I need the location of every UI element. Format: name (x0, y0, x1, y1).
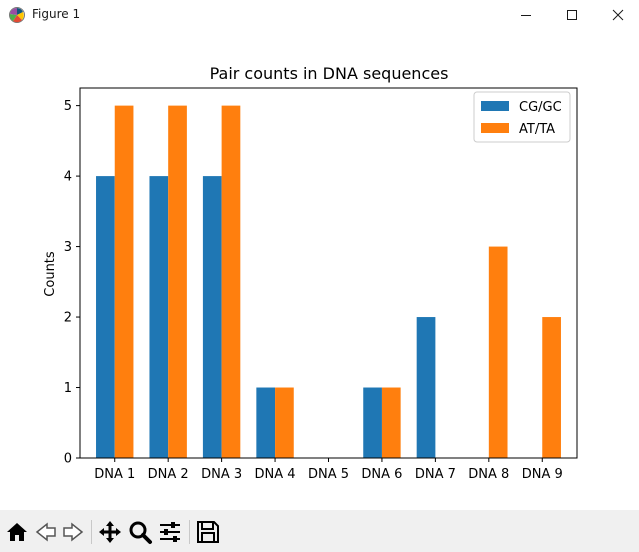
x-tick-label: DNA 5 (308, 467, 349, 482)
bar-at-ta-2 (168, 105, 187, 459)
home-icon[interactable] (4, 519, 30, 545)
x-tick-label: DNA 6 (361, 467, 402, 482)
toolbar-separator (189, 520, 190, 544)
x-tick-label: DNA 1 (94, 467, 135, 482)
minimize-button[interactable] (503, 0, 549, 30)
bars-group (96, 105, 561, 459)
close-button[interactable] (595, 0, 639, 30)
forward-icon[interactable] (60, 519, 86, 545)
bar-chart: Pair counts in DNA sequences Counts DNA … (43, 64, 578, 482)
y-tick-label: 5 (64, 99, 72, 114)
bar-cg-gc-4 (256, 387, 276, 458)
bar-at-ta-3 (221, 105, 241, 459)
axes-group: DNA 1 DNA 2 DNA 3 DNA 4 DNA 5 DNA 6 DNA 7 DNA 8… (64, 87, 578, 482)
y-axis-label: Counts (43, 251, 58, 297)
back-icon[interactable] (33, 519, 59, 545)
axes-frame (79, 87, 578, 459)
x-tick-label: DNA 8 (468, 467, 509, 482)
matplotlib-logo-icon (9, 7, 25, 23)
bar-at-ta-1 (114, 105, 134, 459)
maximize-icon (567, 10, 577, 20)
bar-cg-gc-2 (149, 176, 169, 458)
navigation-toolbar (0, 510, 639, 552)
toolbar-separator (91, 520, 92, 544)
minimize-icon (521, 15, 531, 16)
y-tick-label: 0 (64, 452, 72, 467)
y-tick-label: 2 (64, 311, 72, 326)
maximize-button[interactable] (549, 0, 595, 30)
y-tick-label: 3 (64, 240, 72, 255)
x-tick-label: DNA 3 (201, 467, 242, 482)
save-icon[interactable] (195, 519, 221, 545)
chart-title: Pair counts in DNA sequences (210, 64, 449, 83)
y-tick-label: 1 (64, 381, 72, 396)
legend-swatch (481, 101, 509, 111)
x-tick-label: DNA 7 (415, 467, 456, 482)
legend: CG/GC AT/TA (473, 91, 571, 143)
y-tick-label: 4 (64, 170, 72, 185)
x-tick-label: DNA 4 (255, 467, 296, 482)
bar-cg-gc-6 (363, 387, 382, 458)
bar-at-ta-4 (275, 387, 294, 458)
bar-cg-gc-3 (202, 176, 222, 458)
window-title: Figure 1 (32, 7, 81, 21)
x-tick-label: DNA 9 (522, 467, 563, 482)
plot-area: Pair counts in DNA sequences Counts DNA … (0, 30, 639, 510)
zoom-icon[interactable] (127, 519, 153, 545)
bar-at-ta-8 (488, 246, 508, 458)
title-bar: Figure 1 (0, 0, 639, 30)
legend-label: AT/TA (519, 122, 555, 137)
pan-icon[interactable] (97, 519, 123, 545)
bar-cg-gc-7 (416, 317, 436, 458)
legend-swatch (481, 123, 509, 133)
bar-cg-gc-1 (96, 176, 115, 458)
bar-at-ta-9 (542, 317, 561, 458)
close-icon (612, 9, 624, 21)
legend-label: CG/GC (519, 100, 562, 115)
x-tick-label: DNA 2 (148, 467, 189, 482)
configure-subplots-icon[interactable] (157, 519, 183, 545)
bar-at-ta-6 (381, 387, 401, 458)
